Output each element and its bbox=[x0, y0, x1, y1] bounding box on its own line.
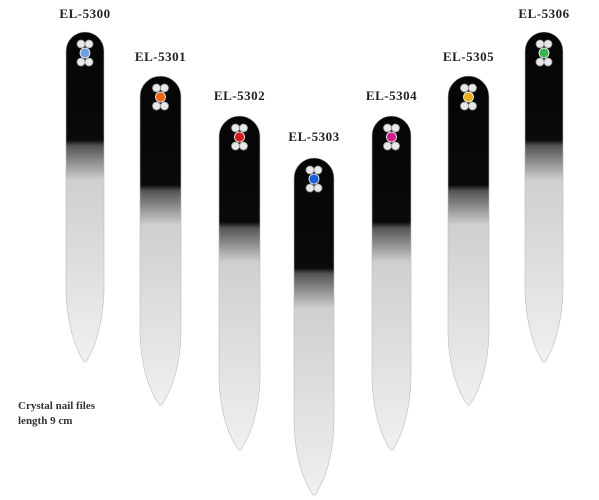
crystal bbox=[152, 83, 161, 93]
nail-file bbox=[371, 115, 412, 451]
colored-crystal bbox=[234, 131, 245, 143]
product-label: EL-5301 bbox=[135, 49, 186, 64]
crystal bbox=[231, 123, 240, 133]
crystal bbox=[543, 57, 553, 67]
crystal bbox=[84, 39, 94, 49]
nail-file bbox=[293, 157, 335, 496]
caption-line: Crystal nail files bbox=[18, 400, 96, 412]
product-label: EL-5303 bbox=[288, 129, 339, 144]
product-label: EL-5305 bbox=[443, 49, 494, 64]
nail-file bbox=[139, 75, 182, 406]
colored-crystal bbox=[155, 91, 166, 103]
crystal bbox=[76, 39, 86, 49]
nail-file bbox=[65, 31, 105, 363]
colored-crystal bbox=[386, 131, 397, 143]
crystal bbox=[231, 141, 240, 151]
crystal bbox=[84, 57, 94, 67]
crystal bbox=[313, 165, 323, 175]
crystal bbox=[160, 83, 169, 93]
crystal bbox=[76, 57, 86, 67]
product-label: EL-5306 bbox=[518, 6, 569, 21]
colored-crystal bbox=[308, 173, 320, 185]
caption-line: length 9 cm bbox=[18, 415, 72, 427]
nail-file bbox=[447, 75, 490, 406]
crystal bbox=[383, 141, 392, 151]
crystal bbox=[152, 101, 161, 111]
crystal bbox=[391, 123, 400, 133]
colored-crystal bbox=[538, 47, 550, 59]
crystal bbox=[468, 83, 477, 93]
crystal bbox=[305, 183, 315, 193]
crystal bbox=[468, 101, 477, 111]
crystal bbox=[160, 101, 169, 111]
nail-file bbox=[218, 115, 261, 451]
nail-file bbox=[524, 31, 564, 363]
crystal bbox=[460, 101, 469, 111]
colored-crystal bbox=[79, 47, 91, 59]
crystal bbox=[460, 83, 469, 93]
crystal bbox=[383, 123, 392, 133]
crystal bbox=[305, 165, 315, 175]
product-label: EL-5302 bbox=[214, 88, 265, 103]
crystal bbox=[239, 141, 248, 151]
crystal bbox=[543, 39, 553, 49]
crystal bbox=[313, 183, 323, 193]
crystal bbox=[239, 123, 248, 133]
crystal bbox=[391, 141, 400, 151]
product-label: EL-5304 bbox=[366, 88, 417, 103]
product-label: EL-5300 bbox=[59, 6, 110, 21]
colored-crystal bbox=[463, 91, 474, 103]
crystal bbox=[535, 57, 545, 67]
crystal bbox=[535, 39, 545, 49]
